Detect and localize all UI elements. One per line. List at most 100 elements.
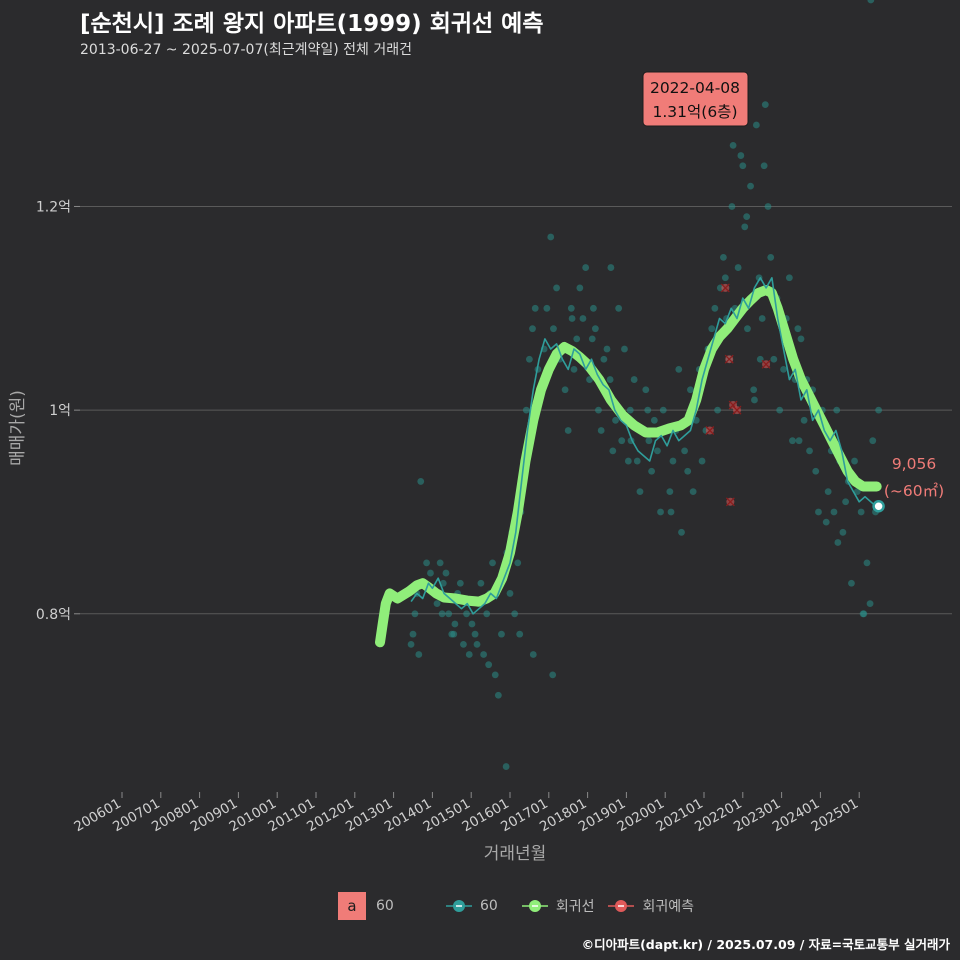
scatter-point [657, 508, 664, 516]
scatter-point [526, 355, 533, 363]
scatter-point [822, 518, 830, 526]
scatter-point [494, 691, 502, 699]
scatter-point [550, 325, 557, 333]
scatter-point [624, 457, 632, 465]
scatter-point [758, 315, 766, 322]
scatter-point [607, 264, 615, 271]
scatter-point [591, 325, 599, 333]
scatter-point [728, 203, 736, 210]
scatter-point [720, 253, 727, 261]
legend-a-label: 60 [376, 898, 394, 914]
scatter-point [857, 508, 865, 516]
scatter-point [698, 457, 706, 465]
scatter-point [684, 467, 692, 475]
scatter-point [750, 386, 758, 394]
scatter-point [415, 651, 423, 658]
scatter-point [529, 325, 536, 333]
scatter-point [744, 325, 751, 333]
scatter-point [630, 376, 638, 383]
scatter-point [498, 630, 505, 638]
scatter-point [468, 620, 476, 628]
scatter-point [597, 427, 605, 434]
scatter-point [689, 488, 697, 495]
scatter-point [407, 640, 415, 648]
scatter-point [553, 284, 560, 292]
annotation-date: 2022-04-08 [650, 79, 740, 97]
scatter-point [842, 498, 850, 506]
scatter-point [590, 304, 597, 312]
scatter-point [463, 610, 470, 618]
scatter-point [714, 406, 721, 414]
scatter-point [567, 304, 575, 312]
scatter-point [409, 630, 417, 638]
scatter-point [751, 396, 758, 404]
scatter-point [522, 406, 530, 414]
y-tick-label: 1억 [49, 403, 71, 419]
scatter-point [848, 579, 855, 587]
scatter-point [477, 579, 485, 587]
scatter-point [411, 610, 419, 618]
scatter-point [417, 478, 425, 485]
scatter-point [473, 640, 481, 648]
scatter-point [506, 590, 514, 597]
scatter-point [760, 162, 768, 170]
annotation-box [642, 71, 749, 127]
scatter-point [741, 223, 749, 231]
scatter-point [764, 203, 772, 210]
scatter-point [770, 355, 778, 363]
chart-title: [순천시] 조례 왕지 아파트(1999) 회귀선 예측 [80, 11, 544, 37]
scatter-point [579, 315, 587, 322]
scatter-point [576, 284, 584, 292]
scatter-point [743, 213, 751, 221]
scatter-point [687, 386, 694, 394]
scatter-point [675, 366, 683, 373]
scatter-point [460, 640, 467, 648]
scatter-point [427, 569, 434, 577]
forecast-cross [725, 497, 735, 507]
scatter-point [833, 406, 841, 414]
scatter-point [851, 457, 858, 465]
scatter-point [561, 386, 569, 394]
scatter-point [644, 406, 652, 414]
legend-label-60: 60 [480, 898, 498, 914]
scatter-point [423, 559, 430, 567]
scatter-point [636, 488, 644, 495]
scatter-point [465, 651, 473, 658]
scatter-point [789, 437, 796, 445]
scatter-point [588, 335, 596, 343]
scatter-point [669, 457, 677, 465]
scatter-point [767, 253, 775, 261]
scatter-point [867, 0, 875, 4]
scatter-point [875, 406, 882, 414]
scatter-point [595, 406, 602, 414]
forecast-layer [705, 283, 771, 507]
scatter-point [711, 304, 719, 312]
scatter-point [785, 274, 793, 282]
scatter-point [489, 559, 496, 567]
scatter-point [794, 325, 802, 333]
scatter-point [866, 600, 874, 608]
scatter-point [564, 427, 572, 434]
axis-layer: 0.8억1억1.2억200601200701200801200901201001… [36, 199, 861, 835]
forecast-cross [761, 359, 771, 369]
last-point-value: 9,056 [892, 455, 936, 473]
scatter-point [502, 763, 510, 770]
scatter-point [529, 651, 537, 658]
scatter-point [800, 416, 808, 424]
scatter-point [442, 569, 450, 577]
scatter-point [780, 366, 787, 373]
scatter-point [491, 671, 499, 679]
scatter-point [839, 528, 847, 536]
scatter-point [543, 304, 551, 312]
forecast-cross [705, 426, 715, 435]
scatter-point [609, 447, 617, 455]
scatter-point [626, 406, 634, 414]
scatter-point [450, 630, 458, 638]
scatter-point [853, 488, 861, 495]
scatter-point [436, 559, 444, 567]
source-caption: ©디아파트(dapt.kr) / 2025.07.09 / 자료=국토교통부 실… [581, 937, 950, 952]
circle-line-icon [446, 900, 472, 912]
scatter-point [549, 671, 557, 679]
scatter-point [456, 579, 464, 587]
scatter-point [747, 182, 754, 190]
